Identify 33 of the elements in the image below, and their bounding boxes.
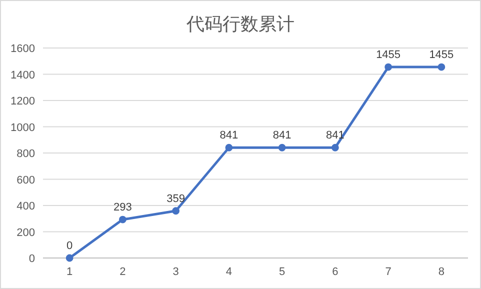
- data-label: 1455: [376, 49, 401, 62]
- point: [118, 216, 126, 224]
- point: [278, 144, 286, 152]
- x-tick-label: 5: [279, 266, 286, 278]
- x-tick-label: 3: [172, 266, 179, 278]
- chart-title: 代码行数累计: [186, 14, 294, 34]
- y-tick-label: 200: [16, 226, 35, 239]
- data-label: 359: [166, 192, 185, 205]
- y-tick-label: 1000: [10, 122, 35, 134]
- data-label: 841: [220, 130, 238, 142]
- y-tick-label: 1200: [10, 96, 35, 108]
- x-tick-label: 8: [438, 266, 444, 278]
- y-tick-label: 800: [16, 148, 35, 160]
- y-tick-label: 1400: [10, 69, 35, 82]
- data-label: 1455: [429, 49, 454, 62]
- x-tick-label: 4: [226, 266, 232, 278]
- x-tick-label: 7: [385, 266, 392, 278]
- y-tick-label: 400: [16, 200, 35, 212]
- x-tick-label: 2: [120, 266, 126, 278]
- y-tick-label: 1600: [10, 43, 35, 55]
- x-tick-label: 1: [66, 266, 73, 278]
- point: [438, 63, 446, 71]
- y-tick-label: 600: [16, 174, 35, 186]
- point: [225, 144, 233, 152]
- point: [331, 144, 339, 152]
- point: [384, 63, 392, 71]
- data-label: 0: [66, 240, 73, 252]
- point: [172, 207, 180, 215]
- y-tick-label: 0: [28, 253, 35, 265]
- data-label: 841: [272, 130, 292, 142]
- x-tick-label: 6: [332, 266, 338, 278]
- data-label: 293: [114, 202, 132, 214]
- point: [66, 254, 74, 262]
